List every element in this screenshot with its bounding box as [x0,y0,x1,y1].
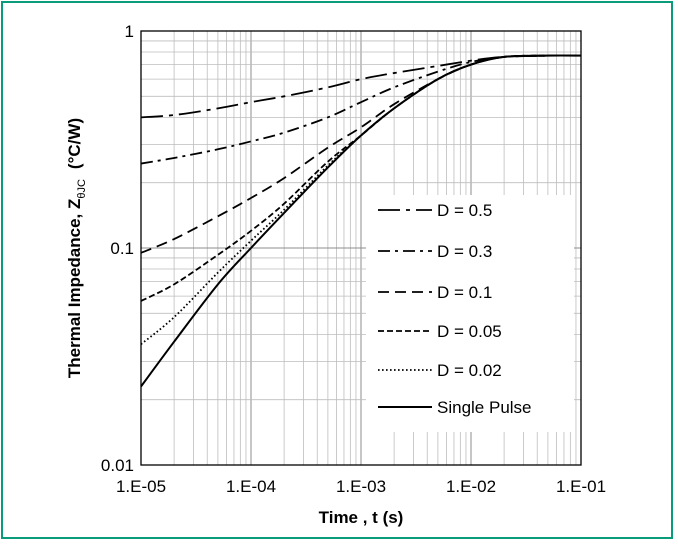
y-axis-unit: (°C/W) [65,118,84,169]
series-line-d-0-5 [140,54,582,119]
curves [140,54,582,388]
series-line-single-pulse [140,54,582,388]
y-tick-label: 0.1 [110,239,134,258]
tick-labels: 1.E-05 1.E-04 1.E-03 1.E-02 1.E-01 1 0.1 0.01 [101,22,606,496]
legend: D = 0.5 D = 0.3 D = 0.1 D = 0.05 D = 0.02 Sin… [366,195,574,432]
x-tick-label: 1.E-03 [336,477,386,496]
legend-label-d-0-5: D = 0.5 [437,201,492,220]
y-axis-subscript: θJC [76,179,88,199]
y-tick-label: 0.01 [101,456,134,475]
y-axis-label: Thermal Impedance, ZθJC (°C/W) [65,118,88,378]
x-tick-label: 1.E-04 [226,477,276,496]
y-tick-label: 1 [125,22,134,41]
x-tick-label: 1.E-01 [556,477,606,496]
legend-label-d-0-02: D = 0.02 [437,361,502,380]
legend-label-d-0-3: D = 0.3 [437,242,492,261]
svg-text:Thermal Impedance, ZθJC(°C/W): Thermal Impedance, ZθJC (°C/W) [65,118,88,378]
x-axis-label: Time , t (s) [319,508,404,527]
y-axis-title: Thermal Impedance, Z [65,199,84,379]
legend-label-single-pulse: Single Pulse [437,398,532,417]
x-tick-label: 1.E-02 [446,477,496,496]
x-tick-label: 1.E-05 [116,477,166,496]
plot-border [140,30,582,466]
legend-label-d-0-1: D = 0.1 [437,283,492,302]
legend-box [366,195,574,432]
x-axis-title: Time , t (s) [319,508,404,527]
legend-label-d-0-05: D = 0.05 [437,322,502,341]
